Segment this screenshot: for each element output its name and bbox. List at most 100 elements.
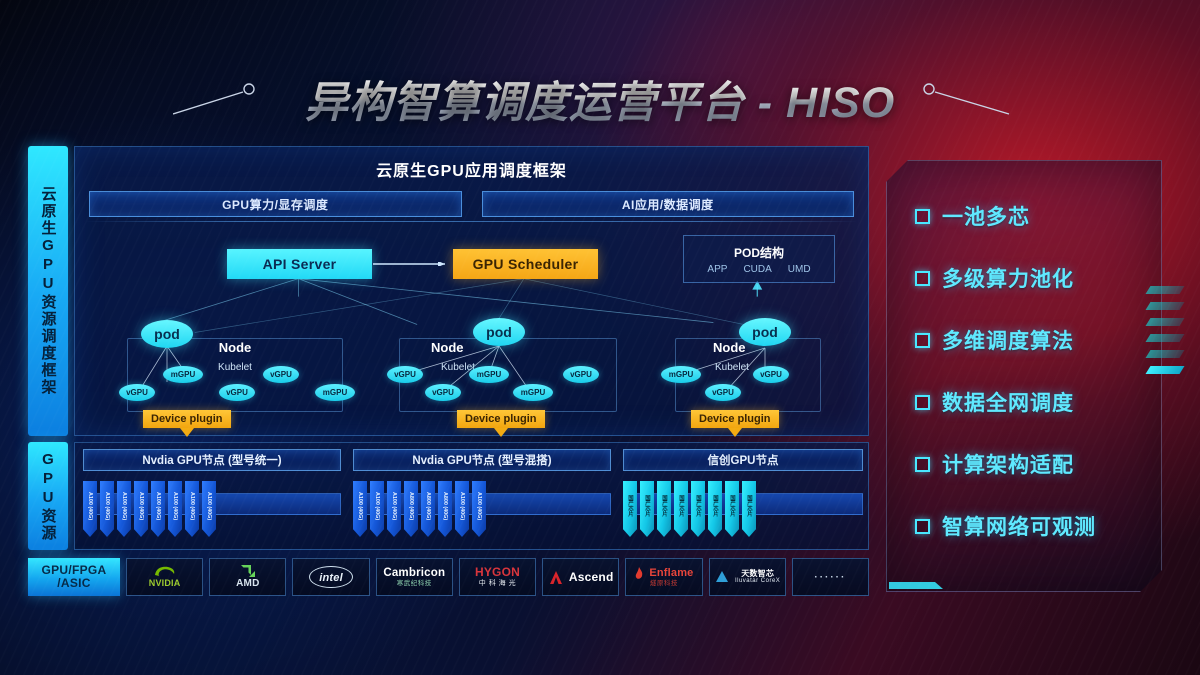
vgpu-bubble[interactable]: vGPU <box>563 366 599 383</box>
mgpu-bubble[interactable]: mGPU <box>661 366 701 383</box>
feature-label: 计算架构适配 <box>942 454 1074 477</box>
gpu-card[interactable]: A100 (40G) <box>472 481 486 537</box>
vendor-more[interactable]: ······ <box>791 558 869 596</box>
gpu-card[interactable]: A100 (40G) <box>151 481 165 537</box>
pod-structure-layers: APP CUDA UMD <box>707 264 810 275</box>
gpu-card[interactable]: 国产芯片 <box>708 481 722 537</box>
gpu-node-header[interactable]: Nvdia GPU节点 (型号统一) <box>83 449 341 471</box>
device-plugin-button[interactable]: Device plugin <box>691 410 779 428</box>
vgpu-bubble[interactable]: vGPU <box>263 366 299 383</box>
gpu-card[interactable]: A100 (40G) <box>83 481 97 537</box>
gpu-card[interactable]: 国产芯片 <box>674 481 688 537</box>
vgpu-bubble[interactable]: vGPU <box>387 366 423 383</box>
pod-bubble[interactable]: pod <box>473 318 525 346</box>
feature-item-4[interactable]: 计算架构适配 <box>915 449 1074 479</box>
gpu-card-label: A100 (40G) <box>155 491 161 521</box>
gpu-card-label: A100 (40G) <box>172 491 178 521</box>
vendor-label-line2: /ASIC <box>57 576 91 590</box>
mgpu-bubble[interactable]: mGPU <box>163 366 203 383</box>
gpu-card-label: 国产芯片 <box>661 495 667 517</box>
gpu-card-label: 国产芯片 <box>729 495 735 517</box>
vendor-nvidia[interactable]: NVIDIA <box>126 558 204 596</box>
device-plugin-button[interactable]: Device plugin <box>143 410 231 428</box>
gpu-card[interactable]: 国产芯片 <box>640 481 654 537</box>
feature-item-5[interactable]: 智算网络可观测 <box>915 511 1096 541</box>
gpu-card[interactable]: A100 (40G) <box>202 481 216 537</box>
gpu-scheduler-node[interactable]: GPU Scheduler <box>453 249 598 279</box>
feature-item-1[interactable]: 多级算力池化 <box>915 263 1074 293</box>
vgpu-bubble[interactable]: vGPU <box>219 384 255 401</box>
gpu-card[interactable]: 国产芯片 <box>691 481 705 537</box>
sidebar-tab-framework[interactable]: 云原生GPU资源调度框架 <box>28 146 68 436</box>
gpu-card-label: 国产芯片 <box>695 495 701 517</box>
mgpu-bubble[interactable]: mGPU <box>315 384 355 401</box>
vendor-hygon[interactable]: HYGON 中 科 海 光 <box>458 558 537 596</box>
gpu-bubble-label: vGPU <box>394 370 416 379</box>
vendor-enflame[interactable]: Enflame 燧原科技 <box>625 558 703 596</box>
gpu-node-header[interactable]: 信创GPU节点 <box>623 449 863 471</box>
sidebar-tab-gpu-resource[interactable]: GPU资源 <box>28 442 68 550</box>
gpu-card-label: 国产芯片 <box>627 495 633 517</box>
vgpu-bubble[interactable]: vGPU <box>119 384 155 401</box>
ascend-logo-icon <box>549 570 562 584</box>
vendor-iluvatar[interactable]: 天数智芯 Iluvatar CoreX <box>708 558 786 596</box>
vendor-amd[interactable]: AMD <box>209 558 287 596</box>
gpu-card[interactable]: A100 (40G) <box>100 481 114 537</box>
device-plugin-button[interactable]: Device plugin <box>457 410 545 428</box>
sidebar-tab-gpu-resource-label: GPU资源 <box>39 450 57 542</box>
gpu-card[interactable]: A100 (40G) <box>185 481 199 537</box>
gpu-card-rack: A100 (40G) A100 (40G) A100 (40G) A100 (4… <box>83 481 341 539</box>
vgpu-bubble[interactable]: vGPU <box>425 384 461 401</box>
gpu-card-label: A100 (40G) <box>374 491 380 521</box>
mgpu-bubble[interactable]: mGPU <box>469 366 509 383</box>
gpu-card-label: 国产芯片 <box>678 495 684 517</box>
vendor-name: ······ <box>814 571 847 583</box>
gpu-card[interactable]: 国产芯片 <box>742 481 756 537</box>
gpu-card[interactable]: A100 (40G) <box>455 481 469 537</box>
amd-logo-icon <box>240 565 255 578</box>
pod-structure-box: POD结构 APP CUDA UMD <box>683 235 835 283</box>
pod-bubble[interactable]: pod <box>141 320 193 348</box>
gpu-card[interactable]: A100 (40G) <box>134 481 148 537</box>
vendor-cambricon[interactable]: Cambricon 寒武纪科技 <box>375 558 453 596</box>
gpu-card-label: A100 (40G) <box>104 491 110 521</box>
vgpu-bubble[interactable]: vGPU <box>705 384 741 401</box>
gpu-card[interactable]: 国产芯片 <box>657 481 671 537</box>
gpu-card-label: A100 (40G) <box>138 491 144 521</box>
gpu-card[interactable]: A100 (40G) <box>117 481 131 537</box>
mgpu-bubble[interactable]: mGPU <box>513 384 553 401</box>
feature-label: 智算网络可观测 <box>942 516 1096 539</box>
pod-bubble-label: pod <box>486 324 512 340</box>
api-server-node[interactable]: API Server <box>227 249 372 279</box>
device-plugin-arrow <box>180 428 194 437</box>
vendor-intel[interactable]: intel <box>292 558 370 596</box>
gpu-bubble-label: mGPU <box>520 388 546 397</box>
subbar-ai-application[interactable]: AI应用/数据调度 <box>481 191 854 217</box>
gpu-node-header[interactable]: Nvdia GPU节点 (型号混搭) <box>353 449 611 471</box>
subbar-gpu-compute[interactable]: GPU算力/显存调度 <box>89 191 462 217</box>
gpu-card[interactable]: 国产芯片 <box>725 481 739 537</box>
gpu-card[interactable]: A100 (40G) <box>370 481 384 537</box>
feature-item-3[interactable]: 数据全网调度 <box>915 387 1074 417</box>
gpu-card[interactable]: A800 (40G) <box>404 481 418 537</box>
vendor-name: NVIDIA <box>148 578 181 589</box>
vgpu-bubble[interactable]: vGPU <box>753 366 789 383</box>
gpu-card[interactable]: A100 (40G) <box>168 481 182 537</box>
gpu-card[interactable]: A100 (40G) <box>353 481 367 537</box>
kubelet-label: Kubelet <box>218 362 252 373</box>
vendor-ascend[interactable]: Ascend <box>542 558 620 596</box>
kubelet-label: Kubelet <box>715 362 749 373</box>
device-plugin-arrow <box>728 428 742 437</box>
gpu-card-label: A100 (40G) <box>121 491 127 521</box>
gpu-card-label: 国产芯片 <box>644 495 650 517</box>
gpu-card-label: 国产芯片 <box>746 495 752 517</box>
feature-item-0[interactable]: 一池多芯 <box>915 201 1030 231</box>
feature-item-2[interactable]: 多维调度算法 <box>915 325 1074 355</box>
pod-bubble[interactable]: pod <box>739 318 791 346</box>
gpu-card[interactable]: A100 (40G) <box>387 481 401 537</box>
device-plugin-label: Device plugin <box>699 413 771 425</box>
gpu-card[interactable]: A800 (40G) <box>438 481 452 537</box>
vendor-label-line1: GPU/FPGA <box>41 563 107 578</box>
gpu-card[interactable]: A800 (40G) <box>421 481 435 537</box>
gpu-card[interactable]: 国产芯片 <box>623 481 637 537</box>
